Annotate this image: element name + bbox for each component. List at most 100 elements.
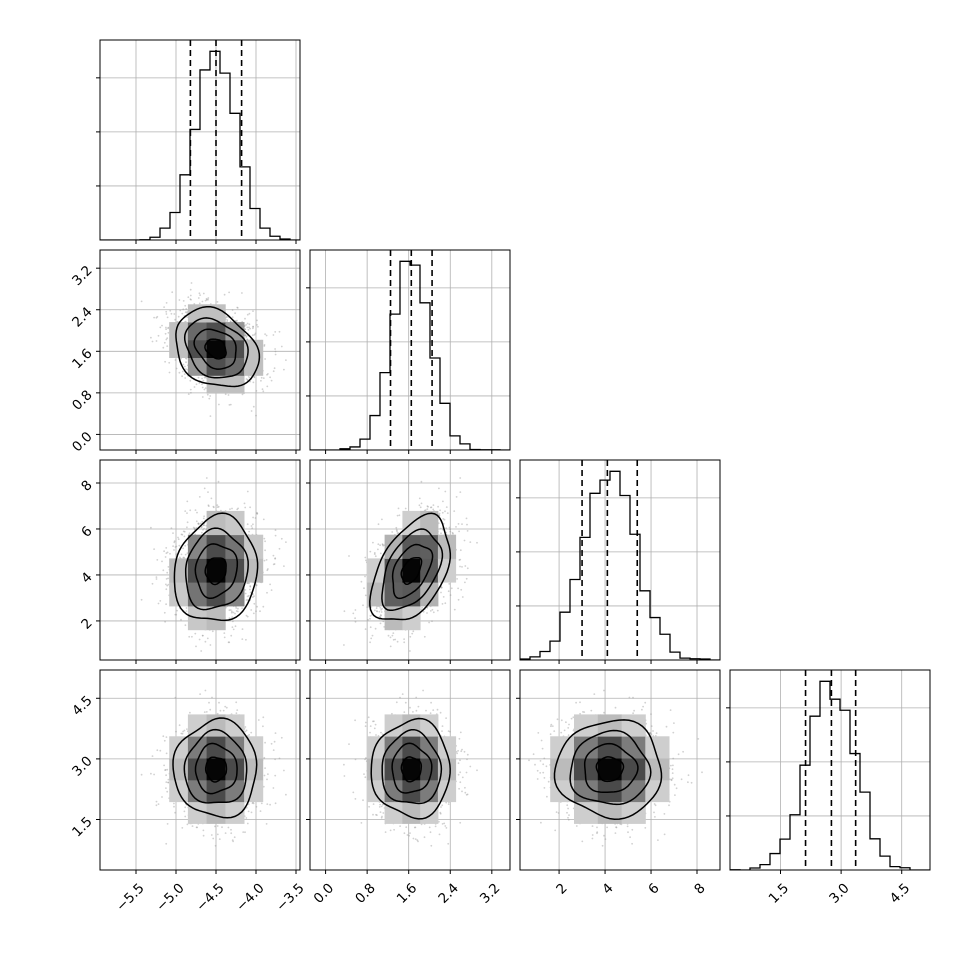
scatter-point [189, 288, 192, 291]
scatter-point [189, 379, 192, 382]
scatter-point [377, 543, 380, 546]
scatter-point [252, 310, 254, 312]
scatter-point [265, 559, 268, 561]
scatter-point [155, 340, 158, 342]
scatter-point [182, 530, 185, 533]
scatter-point [231, 309, 234, 311]
scatter-point [180, 618, 182, 621]
scatter-point [236, 307, 239, 309]
scatter-point [159, 600, 162, 602]
scatter-point [246, 523, 249, 526]
scatter-point [396, 640, 399, 643]
scatter-point [185, 607, 188, 609]
scatter-point [151, 340, 154, 343]
scatter-point [150, 526, 152, 529]
scatter-point [203, 487, 206, 490]
histogram-step [100, 50, 300, 240]
scatter-point [245, 335, 248, 338]
scatter-point [201, 377, 204, 380]
density-cell [187, 558, 207, 583]
contour-line [173, 512, 259, 622]
scatter-point [466, 530, 469, 532]
scatter-point [230, 611, 233, 614]
scatter-point [195, 520, 198, 523]
scatter-point [248, 323, 251, 326]
scatter-point [217, 480, 220, 483]
scatter-point [191, 635, 193, 638]
scatter-point [263, 345, 266, 347]
density-cell [225, 339, 245, 358]
scatter-point [213, 506, 215, 509]
density-cell [206, 558, 226, 583]
scatter-point [455, 496, 458, 498]
scatter-point [165, 302, 168, 304]
scatter-point [452, 532, 454, 535]
scatter-point [396, 532, 399, 534]
scatter-point [374, 609, 376, 612]
scatter-point [178, 544, 181, 547]
scatter-point [254, 332, 257, 335]
scatter-point [252, 325, 255, 328]
y-tick-label: 2.4 [69, 304, 96, 331]
scatter-point [200, 650, 203, 652]
scatter-point [217, 505, 220, 508]
density-cell [187, 322, 207, 341]
scatter-point [203, 376, 206, 379]
contour-line [194, 543, 239, 600]
scatter-point [203, 527, 206, 530]
scatter-point [184, 304, 187, 307]
scatter-point [397, 507, 400, 510]
scatter-point [262, 377, 265, 379]
scatter-point [262, 390, 265, 393]
scatter-point [175, 367, 178, 370]
scatter-point [232, 611, 235, 614]
scatter-point [231, 316, 234, 318]
scatter-point [208, 397, 211, 400]
scatter-point [186, 552, 189, 554]
scatter-point [165, 578, 168, 580]
scatter-point [193, 386, 196, 388]
density-cell [225, 510, 245, 536]
scatter-point [459, 565, 461, 568]
scatter-point [391, 634, 394, 637]
scatter-point [235, 607, 238, 609]
scatter-point [274, 557, 277, 559]
scatter-point [428, 621, 430, 624]
scatter-point [204, 387, 207, 389]
scatter-point [167, 331, 170, 334]
scatter-point [223, 293, 226, 296]
scatter-point [201, 634, 204, 637]
scatter-point [245, 638, 247, 641]
density-cell [225, 582, 245, 607]
scatter-point [248, 312, 251, 315]
scatter-point [423, 635, 426, 638]
scatter-point [272, 554, 275, 557]
scatter-point [234, 625, 237, 628]
scatter-point [263, 537, 266, 540]
scatter-point [241, 628, 244, 630]
scatter-point [166, 316, 169, 319]
scatter-point [163, 341, 166, 344]
scatter-point [389, 636, 392, 639]
scatter-point [247, 329, 250, 331]
scatter-point [198, 382, 201, 384]
scatter-point [207, 505, 210, 507]
scatter-point [236, 508, 239, 511]
scatter-point [394, 638, 397, 641]
scatter-point [465, 517, 468, 520]
scatter-point [216, 504, 219, 506]
scatter-point [249, 588, 251, 591]
scatter-point [256, 512, 258, 515]
scatter-point [188, 635, 191, 638]
scatter-point [265, 334, 268, 337]
scatter-point [409, 635, 412, 638]
scatter-point [166, 584, 169, 587]
scatter-point [207, 298, 209, 301]
scatter-point [186, 526, 188, 529]
scatter-point [461, 596, 464, 598]
scatter-point [163, 550, 166, 553]
scatter-point [189, 388, 192, 391]
scatter-point [195, 527, 198, 529]
scatter-point [379, 607, 382, 609]
